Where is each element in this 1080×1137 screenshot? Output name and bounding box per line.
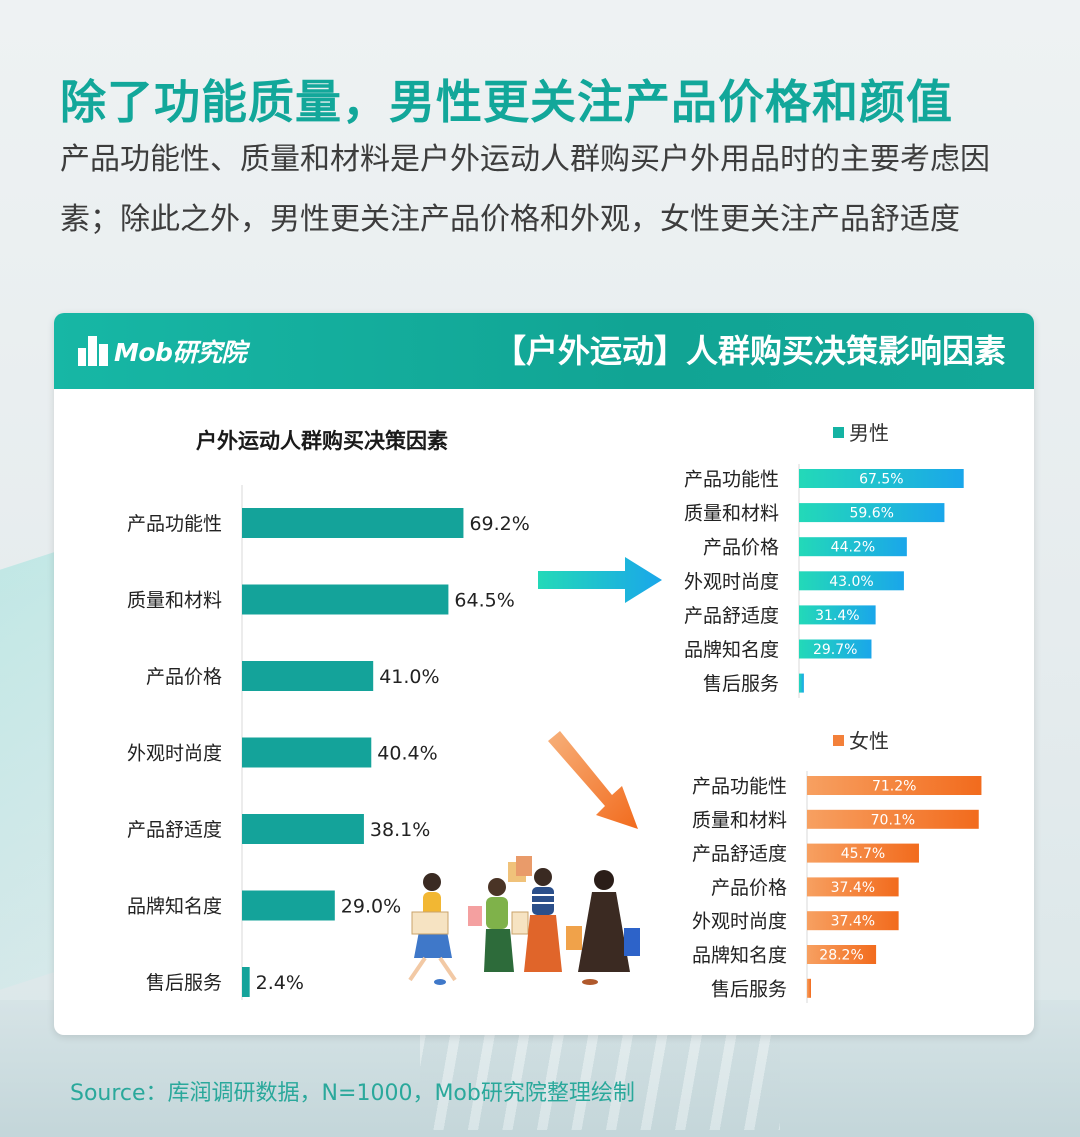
female-value-label: 37.4% — [831, 880, 875, 896]
male-value-label: 59.6% — [849, 506, 893, 522]
banner-title: 【户外运动】人群购买决策影响因素 — [493, 332, 1006, 370]
left-bar — [242, 967, 250, 997]
female-value-label: 37.4% — [831, 914, 875, 930]
female-category-label: 售后服务 — [711, 978, 787, 1000]
female-value-label: 28.2% — [819, 948, 863, 964]
female-bar — [807, 809, 979, 829]
male-bar — [799, 605, 876, 625]
male-category-label: 售后服务 — [703, 673, 779, 695]
page-headline: 除了功能质量，男性更关注产品价格和颜值 — [60, 75, 953, 129]
building-icon — [76, 334, 110, 368]
left-bars-group: 产品功能性 69.2% 质量和材料 64.5% 产品价格 41.0% 外观时尚度 40.4% 产… — [127, 508, 530, 997]
left-category-label: 产品舒适度 — [127, 819, 222, 841]
page-subtitle: 产品功能性、质量和材料是户外运动人群购买户外用品时的主要考虑因素；除此之外，男性… — [60, 142, 990, 237]
left-bar — [242, 508, 464, 538]
male-value-label: 44.2% — [831, 540, 875, 556]
left-category-label: 产品功能性 — [127, 513, 222, 535]
arrow-down-right-icon — [548, 731, 638, 829]
panel-banner: Mob研究院 【户外运动】人群购买决策影响因素 — [54, 313, 1034, 389]
left-category-label: 产品价格 — [146, 666, 222, 688]
male-value-label: 31.4% — [815, 608, 859, 624]
left-value-label: 69.2% — [469, 513, 529, 535]
left-bar — [242, 814, 364, 844]
left-chart-title: 户外运动人群购买决策因素 — [196, 429, 448, 453]
mob-logo: Mob研究院 — [76, 331, 246, 371]
legend-swatch-female — [833, 735, 844, 746]
male-value-label: 67.5% — [859, 472, 903, 488]
logo-text: Mob研究院 — [114, 338, 246, 367]
male-bars-group: 产品功能性 67.5% 质量和材料 59.6% 产品价格 44.2% 外观时尚度 43.0% 产… — [684, 469, 964, 695]
source-note: Source：库润调研数据，N=1000，Mob研究院整理绘制 — [70, 1081, 635, 1106]
male-category-label: 产品舒适度 — [684, 605, 779, 627]
legend-label-female: 女性 — [849, 729, 889, 753]
male-bar — [799, 571, 904, 591]
left-value-label: 41.0% — [379, 666, 439, 688]
female-value-label: 71.2% — [872, 779, 916, 795]
shopping-people-illustration — [408, 856, 640, 985]
female-bar — [807, 945, 877, 964]
left-value-label: 40.4% — [377, 743, 437, 765]
female-category-label: 质量和材料 — [692, 809, 787, 831]
female-category-label: 外观时尚度 — [692, 911, 787, 933]
left-value-label: 2.4% — [256, 972, 304, 994]
left-value-label: 64.5% — [454, 590, 514, 612]
female-category-label: 产品功能性 — [692, 776, 787, 798]
female-category-label: 产品价格 — [711, 877, 787, 899]
left-value-label: 29.0% — [341, 896, 401, 918]
left-category-label: 售后服务 — [146, 972, 222, 994]
male-category-label: 质量和材料 — [684, 503, 779, 525]
female-bar — [807, 776, 982, 795]
male-bar — [799, 673, 804, 693]
male-bar — [799, 469, 964, 488]
left-category-label: 质量和材料 — [127, 590, 222, 612]
male-category-label: 品牌知名度 — [684, 639, 779, 661]
left-category-label: 外观时尚度 — [127, 743, 222, 765]
female-bar — [807, 978, 811, 998]
female-bar — [807, 911, 899, 931]
female-category-label: 产品舒适度 — [692, 843, 787, 865]
left-bar — [242, 737, 372, 768]
left-category-label: 品牌知名度 — [127, 896, 222, 918]
left-bar — [242, 890, 335, 921]
left-value-label: 38.1% — [370, 819, 430, 841]
male-category-label: 外观时尚度 — [684, 571, 779, 593]
legend-label-male: 男性 — [849, 421, 889, 445]
female-bars-group: 产品功能性 71.2% 质量和材料 70.1% 产品舒适度 45.7% 产品价格 37.4% 外… — [692, 776, 982, 1000]
left-bar — [242, 661, 374, 691]
female-value-label: 45.7% — [841, 846, 885, 862]
legend-swatch-male — [833, 427, 844, 438]
left-bar — [242, 584, 449, 615]
female-bar — [807, 877, 899, 897]
female-category-label: 品牌知名度 — [692, 945, 787, 967]
male-bar — [799, 639, 872, 659]
male-category-label: 产品价格 — [703, 537, 779, 559]
female-bar — [807, 843, 919, 863]
male-bar — [799, 537, 907, 557]
male-category-label: 产品功能性 — [684, 469, 779, 491]
male-value-label: 43.0% — [829, 574, 873, 590]
male-bar — [799, 503, 945, 523]
female-value-label: 70.1% — [871, 812, 915, 828]
male-value-label: 29.7% — [813, 642, 857, 658]
arrow-right-icon — [538, 557, 662, 603]
